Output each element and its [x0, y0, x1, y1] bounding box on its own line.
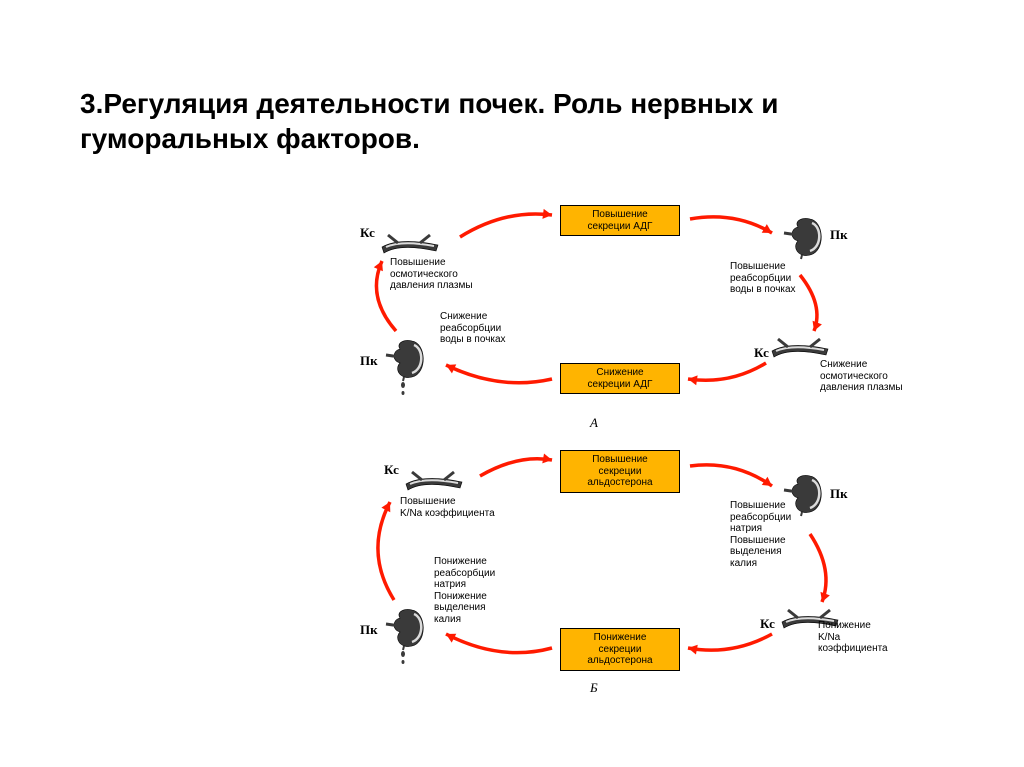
- loop-a-panel-label: А: [590, 415, 598, 431]
- loop-b-bottom-right-label: Кс: [760, 616, 775, 632]
- loop-a-bottom-right-caption: Снижениеосмотическогодавления плазмы: [820, 359, 903, 394]
- loop-a-top-left-caption: Повышениеосмотическогодавления плазмы: [390, 257, 473, 292]
- loop-b-bottom-left-kidney-icon: [382, 606, 428, 666]
- loop-a-bottom-left-label: Пк: [360, 353, 378, 369]
- loop-a-top-left-label: Кс: [360, 225, 375, 241]
- loop-a-top-right-kidney-icon: [780, 215, 826, 261]
- loop-b-secretion-box-top: Повышениесекрецииальдостерона: [560, 450, 680, 493]
- loop-a-bottom-right-vessel-icon: [770, 337, 830, 359]
- loop-b-top-left-vessel-icon: [404, 470, 464, 492]
- loop-b-bottom-left-caption: ПонижениереабсорбциинатрияПонижениевыдел…: [434, 556, 495, 625]
- loop-a-bottom-left-kidney-icon: [382, 337, 428, 397]
- loop-a-bottom-left-caption: Снижениереабсорбцииводы в почках: [440, 311, 506, 346]
- loop-b-bottom-right-caption: ПонижениеK/Naкоэффициента: [818, 620, 888, 655]
- loop-a-top-right-label: Пк: [830, 227, 848, 243]
- loop-b-top-left-label: Кс: [384, 462, 399, 478]
- loop-b-top-right-label: Пк: [830, 486, 848, 502]
- regulation-diagram: Повышениесекреции АДГ Снижениесекреции АД…: [0, 0, 1024, 767]
- loop-a-top-left-vessel-icon: [380, 233, 440, 255]
- loop-b-bottom-left-label: Пк: [360, 622, 378, 638]
- loop-a-bottom-right-label: Кс: [754, 345, 769, 361]
- loop-b-panel-label: Б: [590, 680, 598, 696]
- loop-b-top-left-caption: ПовышениеK/Na коэффициента: [400, 496, 495, 519]
- loop-a-secretion-box-top: Повышениесекреции АДГ: [560, 205, 680, 236]
- loop-b-top-right-caption: ПовышениереабсорбциинатрияПовышениевыдел…: [730, 500, 791, 569]
- loop-b-secretion-box-bottom: Понижениесекрецииальдостерона: [560, 628, 680, 671]
- loop-a-top-right-caption: Повышениереабсорбцииводы в почках: [730, 261, 796, 296]
- loop-a-secretion-box-bottom: Снижениесекреции АДГ: [560, 363, 680, 394]
